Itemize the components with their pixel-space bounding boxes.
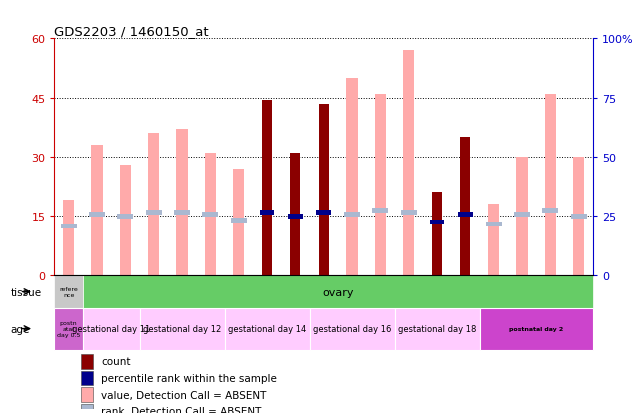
Bar (517, 157, 528, 276)
Bar (204, 154, 216, 276)
Bar (458, 212, 473, 217)
Bar (231, 218, 247, 223)
Bar (573, 157, 585, 276)
Bar (316, 210, 331, 215)
Bar (488, 205, 499, 276)
Bar (83, 308, 140, 350)
Bar (429, 220, 444, 225)
Text: tissue: tissue (10, 287, 42, 297)
Bar (571, 214, 587, 219)
Bar (89, 212, 105, 217)
Bar (395, 308, 479, 350)
Bar (288, 214, 303, 219)
Text: refere
nce: refere nce (59, 287, 78, 297)
Text: gestational day 14: gestational day 14 (228, 324, 306, 333)
Bar (120, 165, 131, 276)
Bar (63, 201, 74, 276)
Bar (290, 154, 301, 276)
Bar (310, 308, 395, 350)
Bar (203, 212, 219, 217)
Text: gestational day 18: gestational day 18 (398, 324, 476, 333)
Text: postnatal day 2: postnatal day 2 (509, 326, 563, 331)
Bar (514, 212, 530, 217)
Text: postn
atal
day 0.5: postn atal day 0.5 (57, 320, 80, 337)
Bar (176, 130, 188, 276)
Text: gestational day 16: gestational day 16 (313, 324, 391, 333)
Bar (148, 134, 160, 276)
Bar (140, 308, 224, 350)
Bar (372, 209, 388, 213)
Text: percentile rank within the sample: percentile rank within the sample (101, 373, 277, 383)
Bar (260, 210, 274, 215)
Text: age: age (10, 324, 29, 334)
Bar (81, 371, 93, 385)
Text: gestational day 12: gestational day 12 (143, 324, 221, 333)
Bar (401, 210, 417, 215)
Bar (346, 78, 358, 276)
Bar (375, 95, 386, 276)
Bar (233, 169, 244, 276)
Text: gestational day 11: gestational day 11 (72, 324, 150, 333)
Bar (224, 308, 310, 350)
Text: rank, Detection Call = ABSENT: rank, Detection Call = ABSENT (101, 406, 262, 413)
Bar (403, 51, 414, 276)
Text: ovary: ovary (322, 287, 354, 297)
Bar (319, 104, 329, 276)
Bar (81, 354, 93, 369)
Bar (54, 276, 83, 308)
Bar (91, 146, 103, 276)
Text: value, Detection Call = ABSENT: value, Detection Call = ABSENT (101, 390, 267, 400)
Bar (479, 308, 593, 350)
Bar (432, 193, 442, 276)
Bar (146, 210, 162, 215)
Bar (61, 224, 76, 229)
Bar (81, 404, 93, 413)
Bar (545, 95, 556, 276)
Bar (344, 212, 360, 217)
Bar (262, 100, 272, 276)
Text: GDS2203 / 1460150_at: GDS2203 / 1460150_at (54, 25, 209, 38)
Bar (460, 138, 470, 276)
Text: count: count (101, 356, 131, 367)
Bar (117, 214, 133, 219)
Bar (54, 308, 83, 350)
Bar (174, 210, 190, 215)
Bar (542, 209, 558, 213)
Bar (486, 222, 502, 227)
Bar (81, 387, 93, 402)
